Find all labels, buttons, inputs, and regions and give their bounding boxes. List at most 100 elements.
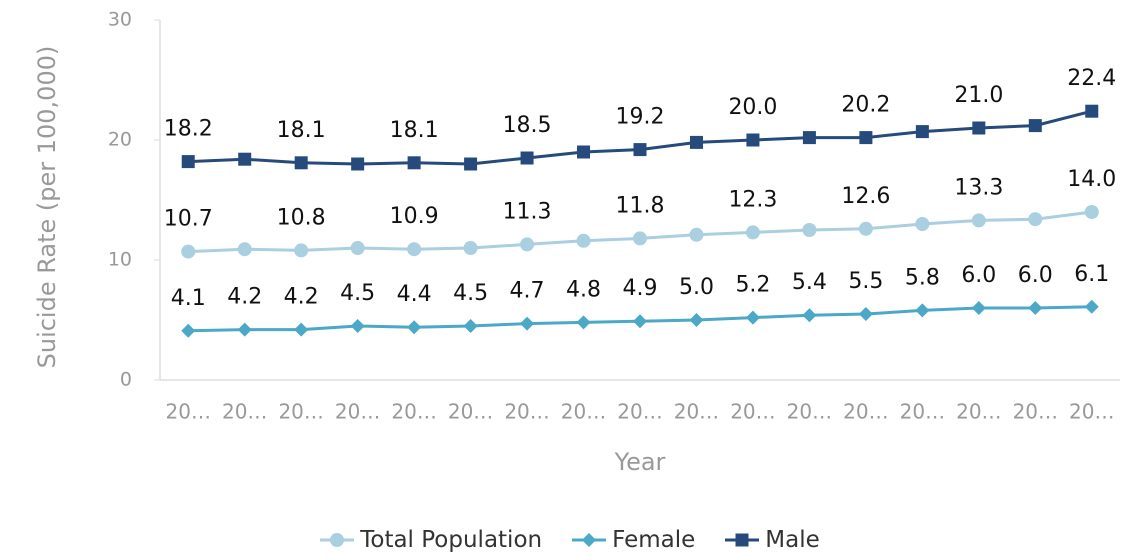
data-label: 20.0 (728, 95, 777, 120)
x-tick-label: 20… (730, 400, 775, 424)
x-tick-label: 20… (1069, 400, 1114, 424)
x-tick-label: 20… (278, 400, 323, 424)
marker (520, 237, 535, 252)
x-tick-label: 20… (1013, 400, 1058, 424)
marker (294, 322, 309, 337)
x-tick-label: 20… (166, 400, 211, 424)
data-label: 4.1 (171, 286, 206, 311)
marker (745, 310, 760, 325)
marker (633, 314, 647, 329)
x-tick-label: 20… (674, 400, 719, 424)
y-tick-label: 20 (108, 129, 132, 151)
x-tick-label: 20… (335, 400, 380, 424)
marker (350, 319, 365, 333)
marker (858, 221, 873, 236)
marker (735, 533, 749, 547)
data-label: 4.7 (510, 279, 545, 304)
x-tick-label: 20… (561, 400, 606, 424)
data-label: 18.1 (390, 118, 439, 143)
marker (238, 152, 252, 166)
marker (1028, 212, 1043, 227)
marker (746, 133, 760, 147)
data-label: 4.2 (284, 285, 319, 310)
data-label: 4.4 (397, 282, 432, 307)
data-label: 12.3 (728, 187, 777, 212)
legend-item: Total Population (320, 527, 542, 553)
x-tick-label: 20… (956, 400, 1001, 424)
marker (971, 301, 986, 315)
marker (1028, 301, 1043, 315)
data-label: 11.8 (616, 193, 665, 218)
marker (294, 243, 309, 258)
marker (915, 303, 930, 318)
marker (464, 157, 478, 171)
marker (802, 223, 817, 237)
marker (181, 244, 196, 259)
data-label: 6.0 (961, 263, 996, 288)
marker (915, 217, 930, 231)
marker (915, 125, 929, 139)
marker (330, 533, 345, 547)
marker (859, 131, 873, 145)
marker (972, 121, 986, 135)
data-label: 13.3 (954, 175, 1003, 200)
legend-item: Female (572, 527, 695, 553)
data-label: 14.0 (1067, 167, 1116, 192)
data-label: 10.7 (164, 207, 213, 232)
marker (237, 322, 252, 337)
data-label: 5.5 (848, 269, 883, 294)
marker (576, 315, 591, 330)
marker (802, 131, 816, 145)
chart: 0 10 20 30 20… 20… 20… 20… 20… 20… 20… 20… 20… 20… 20…… (108, 9, 1120, 476)
x-tick-label: 20… (448, 400, 493, 424)
data-label: 4.5 (453, 281, 488, 306)
legend-icon (725, 533, 760, 547)
data-label: 18.2 (164, 117, 213, 142)
marker (407, 320, 422, 335)
x-tick-label: 20… (222, 400, 267, 424)
marker (802, 308, 817, 323)
x-axis-title: Year (614, 448, 666, 476)
marker (689, 313, 704, 327)
legend: Total Population Female Male (0, 527, 1140, 553)
data-label: 10.8 (277, 205, 326, 230)
x-tick-label: 20… (787, 400, 832, 424)
marker (745, 225, 760, 240)
data-label: 5.4 (792, 270, 827, 295)
marker (237, 242, 252, 257)
marker (577, 145, 591, 159)
marker (971, 213, 986, 228)
data-label: 4.9 (623, 276, 658, 301)
legend-icon (572, 533, 607, 547)
marker (520, 316, 535, 331)
marker (463, 319, 478, 333)
data-label: 4.2 (227, 285, 262, 310)
marker (520, 151, 534, 165)
x-tick-label: 20… (504, 400, 549, 424)
marker (633, 143, 647, 157)
data-label: 18.1 (277, 118, 326, 143)
y-tick-label: 0 (120, 369, 132, 391)
data-label: 4.8 (566, 277, 601, 302)
marker (633, 231, 647, 246)
data-label: 11.3 (503, 199, 552, 224)
legend-label: Female (612, 527, 696, 553)
data-label: 5.8 (905, 265, 940, 290)
marker (463, 241, 478, 255)
marker (689, 135, 703, 149)
legend-item: Male (725, 527, 820, 553)
marker (1028, 119, 1042, 133)
x-tick-label: 20… (391, 400, 436, 424)
data-label: 6.1 (1074, 262, 1109, 287)
marker (582, 533, 597, 547)
data-label: 22.4 (1067, 66, 1116, 91)
data-label: 12.6 (841, 184, 890, 209)
marker (407, 156, 421, 170)
x-tick-label: 20… (617, 400, 662, 424)
marker (1084, 299, 1099, 314)
marker (858, 307, 873, 321)
data-label: 10.9 (390, 204, 439, 229)
marker (181, 323, 196, 338)
data-label: 18.5 (503, 113, 552, 138)
